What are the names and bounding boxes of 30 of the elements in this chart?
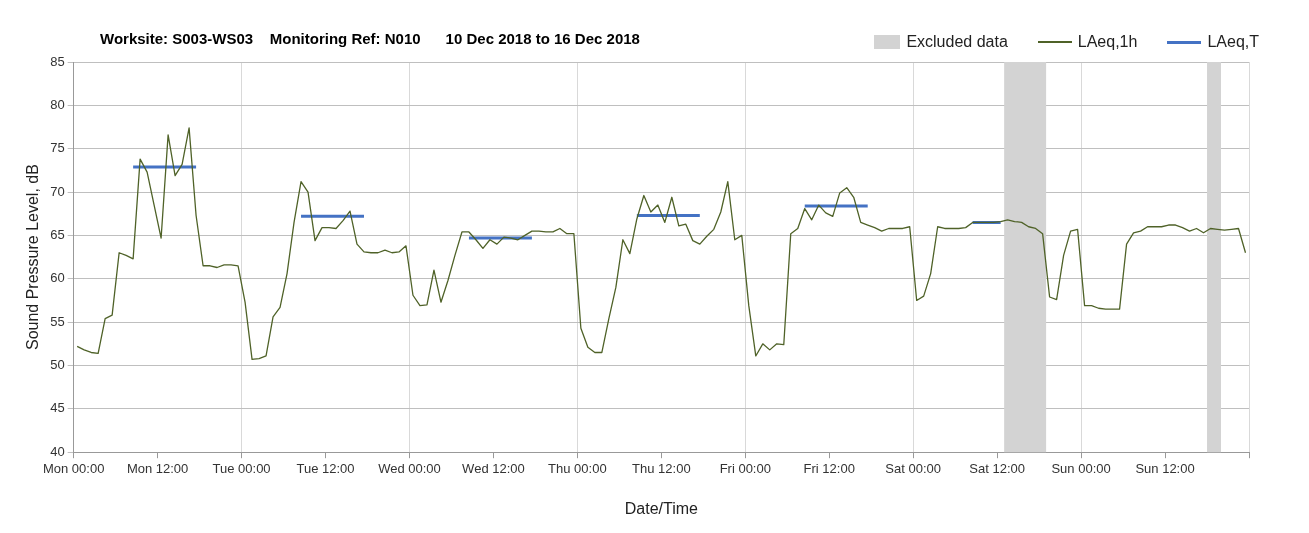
x-tick-label: Mon 00:00 bbox=[42, 460, 105, 476]
y-tick-label: 60 bbox=[50, 270, 65, 286]
x-tick-label: Mon 12:00 bbox=[126, 460, 189, 476]
legend-label: LAeq,T bbox=[1207, 33, 1259, 51]
x-tick-label: Tue 12:00 bbox=[296, 460, 355, 476]
y-tick-label: 85 bbox=[50, 53, 65, 69]
chart-title: Worksite: S003-WS03 Monitoring Ref: N010 10 Dec 2018 to 16 Dec 2018 bbox=[100, 30, 640, 47]
y-tick-label: 50 bbox=[50, 357, 65, 373]
x-axis-title: Date/Time bbox=[624, 499, 699, 517]
x-tick-label: Fri 00:00 bbox=[719, 460, 771, 476]
x-tick-label: Wed 12:00 bbox=[462, 460, 525, 476]
x-tick-label: Wed 00:00 bbox=[378, 460, 441, 476]
x-tick-label: Sat 12:00 bbox=[969, 460, 1025, 476]
y-axis-title: Sound Pressure Level, dB bbox=[24, 164, 42, 351]
y-tick-label: 80 bbox=[50, 96, 65, 112]
x-tick-label: Thu 12:00 bbox=[632, 460, 691, 476]
x-tick-label: Sun 12:00 bbox=[1135, 460, 1195, 476]
y-tick-label: 40 bbox=[50, 443, 65, 459]
x-tick-label: Fri 12:00 bbox=[803, 460, 855, 476]
legend-label: Excluded data bbox=[906, 33, 1008, 51]
y-tick-label: 45 bbox=[50, 400, 65, 416]
y-tick-label: 70 bbox=[50, 183, 65, 199]
y-tick-label: 75 bbox=[50, 140, 65, 156]
y-tick-label: 55 bbox=[50, 313, 65, 329]
x-tick-label: Sun 00:00 bbox=[1051, 460, 1111, 476]
x-tick-label: Sat 00:00 bbox=[885, 460, 942, 476]
x-tick-label: Tue 00:00 bbox=[212, 460, 271, 476]
legend-label: LAeq,1h bbox=[1077, 33, 1138, 51]
x-tick-label: Thu 00:00 bbox=[548, 460, 607, 476]
y-tick-label: 65 bbox=[50, 227, 65, 242]
